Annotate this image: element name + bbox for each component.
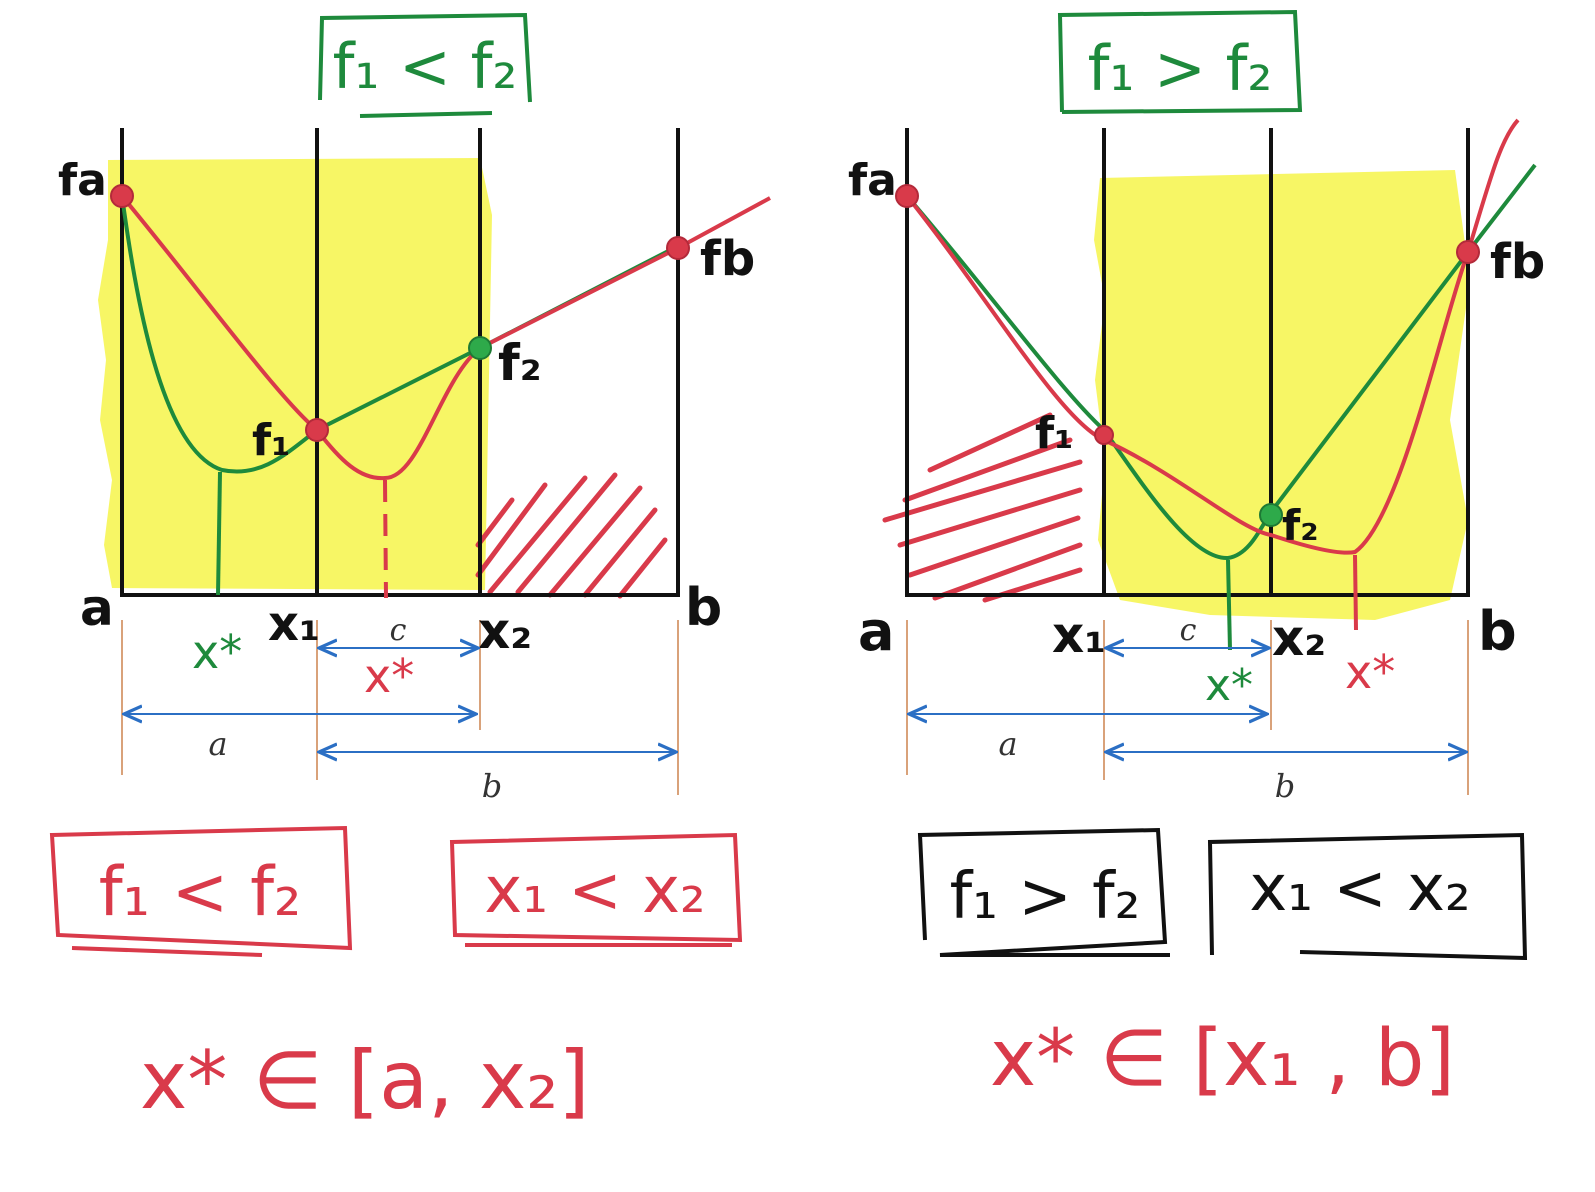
right-label-b: b: [1478, 600, 1517, 663]
right-point-f2: [1259, 503, 1283, 527]
left-label-f1: f₁: [252, 415, 290, 466]
right-label-fa: fa: [848, 155, 897, 206]
left-box-order-text: x₁ < x₂: [484, 854, 705, 928]
left-label-b: b: [685, 578, 722, 638]
right-point-fa: [895, 184, 919, 208]
left-condition-title: f₁ < f₂: [333, 30, 518, 103]
left-dim-a-label: a: [208, 725, 227, 763]
left-green-xstar: x*: [192, 625, 242, 679]
left-kept-region-highlight: [98, 158, 492, 590]
left-label-x1: x₁: [268, 596, 320, 652]
right-label-x1: x₁: [1052, 606, 1106, 664]
right-box-condition: [917, 827, 1170, 957]
left-label-a: a: [80, 579, 114, 637]
right-eliminated-hatch: [882, 412, 1083, 603]
right-dim-b-label: b: [1275, 767, 1295, 805]
left-red-min-drop: [383, 479, 388, 599]
right-point-fb: [1456, 240, 1480, 264]
right-green-min-drop: [1226, 559, 1232, 651]
left-point-fb: [666, 236, 690, 260]
left-label-fb: fb: [700, 231, 755, 287]
right-point-f1: [1094, 425, 1114, 445]
right-result: x* ∈ [x₁ , b]: [990, 1014, 1455, 1104]
right-dim-a-label: a: [998, 725, 1017, 763]
left-dim-b-label: b: [482, 767, 502, 805]
left-result: x* ∈ [a, x₂]: [140, 1034, 590, 1127]
right-box-order: [1207, 832, 1528, 961]
right-red-min-drop: [1353, 554, 1358, 631]
right-green-xstar: x*: [1205, 660, 1253, 711]
left-green-min-drop: [216, 471, 222, 596]
left-label-f2: f₂: [498, 334, 542, 392]
right-panel: f₁ > f₂ fa f₁ f₂ fb a x₁ x₂ b x* x* c a …: [848, 9, 1545, 1104]
right-label-f2: f₂: [1282, 501, 1319, 550]
left-green-function-curve: [120, 195, 679, 474]
left-box-condition: [49, 825, 353, 957]
left-red-function-curve: [120, 194, 771, 481]
left-box-condition-text: f₁ < f₂: [99, 853, 302, 932]
left-label-x2: x₂: [478, 602, 532, 660]
right-dim-c-label: c: [1180, 613, 1197, 648]
left-dim-c-label: c: [390, 613, 407, 648]
right-title-box: [1057, 9, 1303, 114]
left-title-box: [318, 12, 532, 118]
left-box-order: [449, 832, 743, 947]
left-point-fa: [110, 184, 134, 208]
right-condition-title: f₁ > f₂: [1088, 32, 1273, 105]
left-panel: f₁ < f₂ fa f₁ f₂ fb a x₁ x₂ b x* x* c a …: [49, 12, 771, 1127]
right-box-condition-text: f₁ > f₂: [950, 860, 1141, 934]
right-red-xstar: x*: [1345, 645, 1395, 699]
left-red-xstar: x*: [364, 649, 414, 703]
left-label-fa: fa: [58, 155, 107, 206]
left-point-f2: [468, 336, 492, 360]
right-box-order-text: x₁ < x₂: [1249, 852, 1470, 926]
right-green-function-curve: [905, 163, 1537, 561]
left-eliminated-hatch: [475, 472, 668, 599]
right-kept-region-highlight: [1094, 170, 1470, 620]
right-label-a: a: [858, 600, 894, 663]
left-point-f1: [305, 418, 329, 442]
right-label-f1: f₁: [1035, 408, 1073, 459]
right-label-x2: x₂: [1272, 609, 1326, 667]
right-label-fb: fb: [1490, 234, 1545, 290]
